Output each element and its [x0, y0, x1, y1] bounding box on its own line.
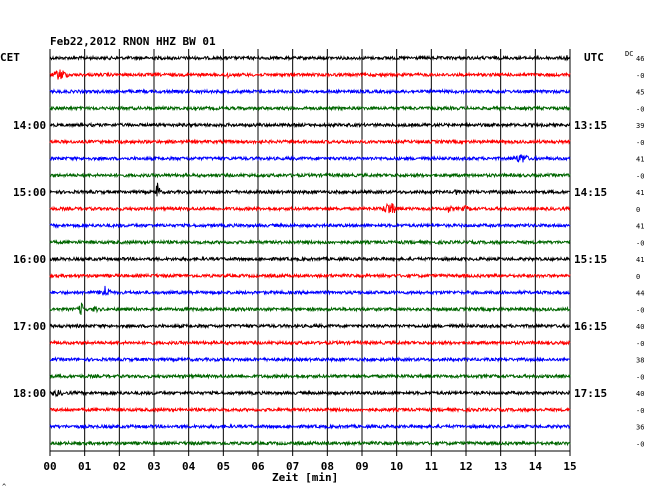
trace-line — [49, 171, 571, 179]
x-tick-label: 08 — [321, 460, 334, 473]
x-tick-label: 00 — [43, 460, 56, 473]
trace-line — [49, 222, 571, 229]
dc-value: -0 — [636, 440, 644, 448]
trace-line — [49, 439, 571, 447]
dc-value: -0 — [636, 340, 644, 348]
trace-line — [49, 372, 571, 380]
trace-line — [49, 69, 571, 80]
dc-value: -0 — [636, 306, 644, 314]
trace-line — [49, 356, 571, 363]
dc-value: 36 — [636, 424, 644, 432]
chart-title: Feb22,2012 RNON HHZ BW 01 — [50, 35, 216, 48]
dc-value: -0 — [636, 139, 644, 147]
dc-value: 45 — [636, 89, 644, 97]
right-hour-label: 16:15 — [574, 320, 607, 333]
trace-line — [49, 138, 571, 146]
left-hour-label: 14:00 — [13, 119, 46, 132]
dc-value: 41 — [636, 189, 644, 197]
x-tick-label: 03 — [147, 460, 160, 473]
trace-line — [49, 104, 571, 112]
right-hour-label: 14:15 — [574, 186, 607, 199]
trace-line — [49, 238, 571, 246]
dc-value: -0 — [636, 72, 644, 80]
x-tick-label: 12 — [459, 460, 472, 473]
dc-value: -0 — [636, 239, 644, 247]
x-tick-label: 10 — [390, 460, 403, 473]
trace-line — [49, 54, 571, 62]
trace-line — [49, 255, 571, 263]
trace-line — [49, 423, 571, 430]
dc-header: DC — [625, 50, 633, 58]
dc-value-labels: 46 -0 45 -0 39 -0 41 -0 41 0 41 -0 41 0 44 -0 40 -0 38 -0 40… — [636, 55, 644, 448]
trace-line — [49, 182, 571, 197]
right-hour-labels: 13:15 14:15 15:15 16:15 17:15 — [574, 119, 607, 400]
left-hour-label: 16:00 — [13, 253, 46, 266]
x-tick-label: 02 — [113, 460, 126, 473]
dc-value: 46 — [636, 55, 644, 63]
x-tick-label: 13 — [494, 460, 507, 473]
trace-line — [49, 272, 571, 280]
x-tick-labels: 00 01 02 03 04 05 06 07 08 09 10 11 12 13 14 15 — [43, 460, 576, 473]
x-tick-label: 11 — [425, 460, 439, 473]
dc-value: -0 — [636, 105, 644, 113]
trace-group — [49, 54, 571, 447]
x-tick-label: 15 — [563, 460, 576, 473]
trace-line — [49, 285, 571, 296]
dc-value: -0 — [636, 407, 644, 415]
dc-value: 41 — [636, 223, 644, 231]
dc-value: 41 — [636, 156, 644, 164]
dc-value: 40 — [636, 323, 644, 331]
dc-value: -0 — [636, 172, 644, 180]
dc-value: 40 — [636, 390, 644, 398]
dc-value: 41 — [636, 256, 644, 264]
dc-value: 38 — [636, 357, 644, 365]
chart-grid — [49, 49, 571, 456]
trace-line — [49, 322, 571, 330]
right-hour-label: 15:15 — [574, 253, 607, 266]
trace-line — [49, 202, 571, 214]
x-tick-label: 06 — [251, 460, 265, 473]
trace-line — [49, 88, 570, 95]
right-axis-title: UTC — [584, 51, 604, 64]
dc-value: 0 — [636, 273, 640, 281]
trace-line — [49, 153, 571, 163]
trace-line — [49, 339, 571, 347]
right-hour-label: 17:15 — [574, 387, 607, 400]
dc-value: 44 — [636, 290, 644, 298]
dc-value: 0 — [636, 206, 640, 214]
x-tick-label: 04 — [182, 460, 196, 473]
x-tick-label: 14 — [529, 460, 543, 473]
dc-value: -0 — [636, 373, 644, 381]
left-hour-labels: 14:00 15:00 16:00 17:00 18:00 — [13, 119, 46, 400]
x-tick-label: 09 — [355, 460, 368, 473]
right-hour-label: 13:15 — [574, 119, 607, 132]
trace-line — [49, 302, 571, 315]
left-hour-label: 18:00 — [13, 387, 46, 400]
trace-line — [49, 406, 571, 414]
left-axis-title: CET — [0, 51, 20, 64]
dc-value: 39 — [636, 122, 644, 130]
left-hour-label: 15:00 — [13, 186, 46, 199]
x-axis-label: Zeit [min] — [272, 471, 338, 484]
x-tick-label: 07 — [286, 460, 299, 473]
left-hour-label: 17:00 — [13, 320, 46, 333]
trace-line — [49, 121, 571, 129]
footer-mark: ^ — [2, 483, 6, 491]
trace-line — [49, 389, 571, 398]
x-tick-label: 05 — [217, 460, 230, 473]
x-tick-label: 01 — [78, 460, 92, 473]
